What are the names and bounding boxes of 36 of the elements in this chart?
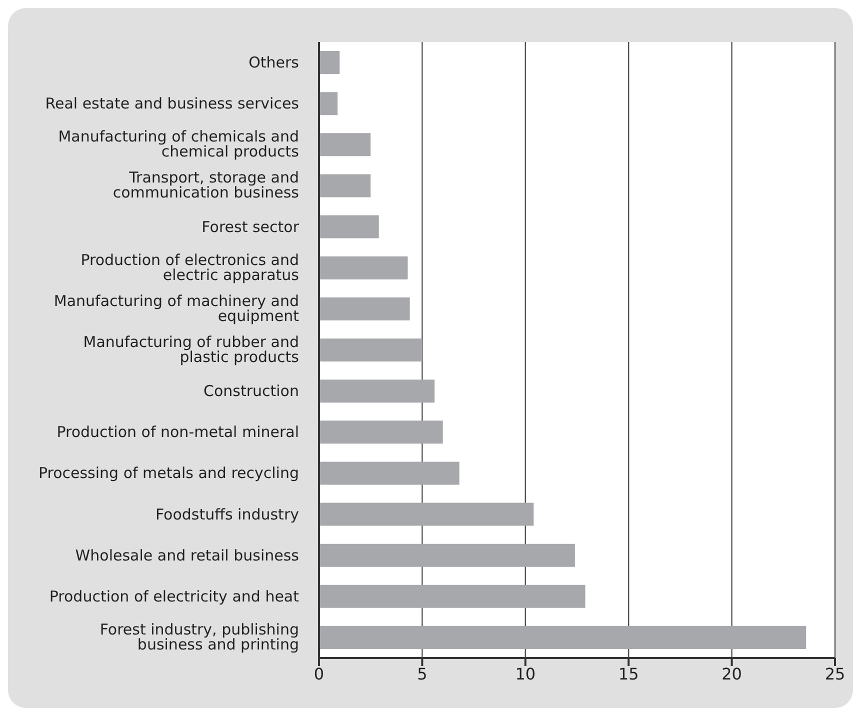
y-tick-label: Manufacturing of chemicals and chemical products [58, 128, 300, 161]
bar [319, 544, 575, 567]
x-tick-label: 5 [417, 664, 428, 684]
y-tick-label: Construction [203, 382, 299, 400]
y-tick-label: Transport, storage and communication business [112, 168, 300, 202]
y-tick-label: Wholesale and retail business [75, 546, 300, 564]
y-tick-label: Processing of metals and recycling [38, 464, 299, 482]
bar [319, 92, 338, 116]
y-tick-label: Foodstuffs industry [155, 505, 300, 524]
bar [319, 51, 340, 74]
bar [319, 380, 435, 403]
y-tick-label: Manufacturing of machinery and equipment [54, 292, 300, 325]
bar [319, 215, 379, 238]
bar [319, 502, 534, 526]
bar [319, 133, 371, 156]
y-tick-label: Manufacturing of rubber and plastic products [83, 333, 300, 366]
bar [319, 420, 443, 444]
x-tick-label: 25 [824, 664, 846, 684]
bar [319, 584, 586, 608]
bar [319, 174, 371, 198]
x-tick-label: 10 [515, 664, 536, 684]
y-tick-label: Forest sector [202, 218, 300, 236]
x-tick-label: 15 [618, 664, 639, 684]
y-tick-label: Forest industry, publishing business and printing [100, 620, 299, 654]
x-tick-label: 20 [722, 664, 742, 684]
x-tick-label: 0 [314, 664, 324, 684]
y-tick-label: Production of non-metal mineral [56, 423, 299, 442]
bar [319, 462, 460, 485]
bar [319, 338, 422, 362]
y-tick-label: Others [248, 54, 300, 72]
bar [319, 256, 408, 280]
y-tick-label: Production of electronics and electric apparatus [80, 250, 300, 284]
bar [319, 297, 410, 320]
y-tick-label: Production of electricity and heat [49, 587, 300, 606]
bar [319, 626, 806, 649]
y-tick-label: Real estate and business services [45, 94, 300, 113]
